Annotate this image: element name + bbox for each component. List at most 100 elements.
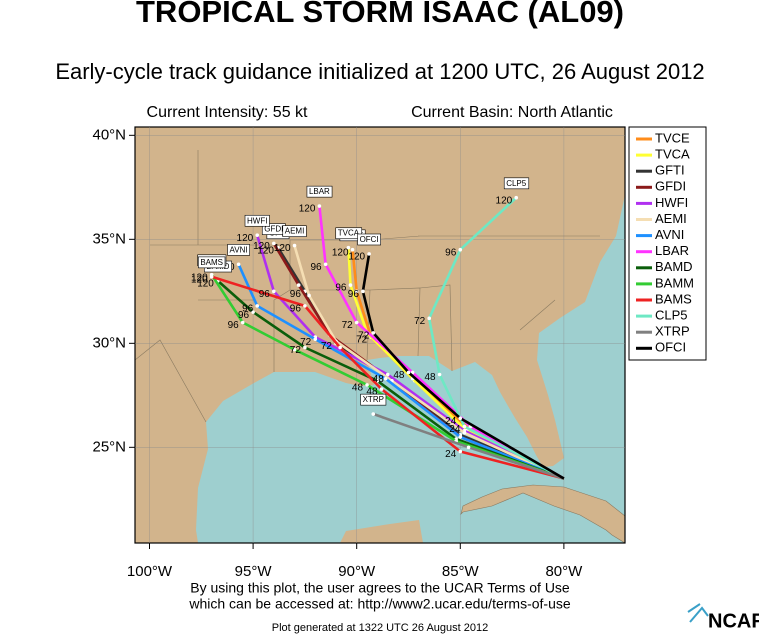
track-point [240,320,245,325]
legend-label: BAMD [655,259,693,274]
track-point [365,383,369,387]
model-tag-box [282,225,307,237]
track-point [354,289,359,294]
track-point [292,243,297,248]
model-tag: LBAR [309,187,330,196]
track-point [462,430,467,435]
hour-label: 96 [242,304,254,315]
hour-label: 72 [290,345,302,356]
hour-label: 120 [496,195,513,206]
map [135,127,625,543]
model-tag: BAMS [200,258,223,267]
track-point [272,241,276,246]
model-tag: AVNI [230,245,248,254]
hour-label: 48 [393,370,405,381]
track-point [371,412,376,416]
track-point [458,435,463,439]
hour-label: 96 [445,247,457,258]
model-tag: XTRP [363,395,384,404]
track-point [462,424,467,429]
logo-mark [687,603,709,623]
plot-frame [134,126,626,544]
track-point [427,316,432,321]
hour-label: 72 [414,316,426,327]
hour-label: 96 [238,310,250,321]
hour-label: 72 [321,341,333,352]
hour-label: 48 [424,372,436,383]
track-point [437,372,442,377]
hour-label: 72 [300,337,312,348]
track-point [458,449,463,454]
y-tick-label: 30°N [92,334,126,351]
hour-label: 24 [449,424,461,435]
state-borders [135,150,600,423]
track-line [210,273,565,480]
hour-label: 72 [356,335,368,346]
track-point [379,387,384,391]
track-line [427,196,565,480]
hour-label: 96 [310,262,322,273]
track-point [303,304,307,308]
model-tag-box [357,233,381,246]
model-tag: HWFI [247,216,267,225]
track-line [211,275,565,480]
track-point [406,370,411,375]
track-point [346,245,351,250]
model-tag-box [306,185,333,198]
hour-label: 48 [366,387,378,398]
chart-subtitle: Early-cycle track guidance initialized a… [55,59,704,84]
hour-label: 48 [352,383,364,394]
track-point [236,262,241,267]
hour-label: 72 [342,320,354,331]
model-tag-box [503,177,530,190]
track-point [458,416,463,421]
model-tag-box [198,256,226,269]
x-tick-label: 100°W [127,563,173,580]
hour-label: 96 [335,283,347,294]
track-labels: 72120TVCE96TVCA487296120GFTI120GFDI96120… [191,177,530,460]
legend-label: TVCA [655,147,690,162]
legend-label: TVCE [655,130,690,145]
model-tag: GFDI [264,225,283,234]
track-point [367,252,371,256]
legend-label: OFCI [655,340,686,355]
track-point [251,310,255,314]
track-point [323,262,328,267]
logo: NCAR [708,610,759,632]
track-line [293,245,565,480]
hour-label: 96 [290,304,302,315]
hour-label: 120 [191,272,208,283]
track-point [313,337,318,341]
track-point [292,347,297,352]
hour-label: 48 [373,374,385,385]
current-basin: Current Basin: North Atlantic [411,104,613,121]
hour-label: 120 [197,279,214,290]
cuba [460,484,625,543]
track-point [383,376,388,381]
model-tag: OFCI [360,235,379,244]
generated-note: Plot generated at 1322 UTC 26 August 201… [272,622,489,634]
x-tick-label: 90°W [338,563,376,580]
track-point [338,345,342,350]
legend-label: BAMM [655,275,694,290]
x-tick-label: 85°W [442,563,480,580]
legend-label: GFTI [655,163,685,178]
x-tick-label: 95°W [235,563,273,580]
hour-label: 96 [259,289,271,300]
legend-label: XTRP [655,324,690,339]
track-point [466,445,471,450]
track-point [410,370,415,375]
terms-line: By using this plot, the user agrees to t… [190,580,570,596]
track-point [296,283,301,287]
model-tag-box [244,214,270,227]
hour-label: 120 [348,252,365,263]
hour-label: 96 [290,289,302,300]
track-point [317,204,322,208]
track-line [255,234,565,480]
hour-label: 96 [348,289,360,300]
model-tag: TVCA [338,229,360,238]
track-point [350,247,355,252]
hour-label: 120 [191,274,208,285]
